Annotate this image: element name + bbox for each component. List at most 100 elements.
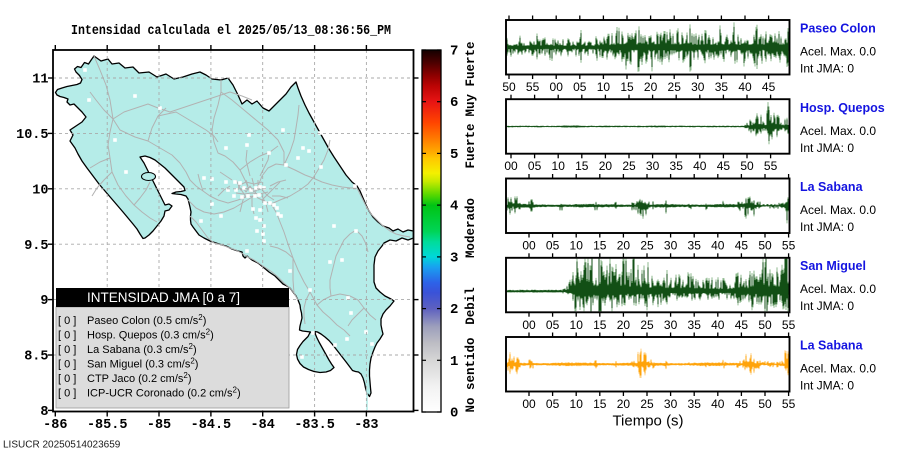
svg-text:9.5: 9.5 (24, 239, 48, 254)
svg-text:Int JMA: 0: Int JMA: 0 (800, 299, 854, 313)
svg-text:55: 55 (782, 239, 796, 253)
svg-text:LISUCR 20250514023659: LISUCR 20250514023659 (3, 440, 121, 451)
svg-text:15: 15 (593, 239, 607, 253)
svg-text:50: 50 (758, 397, 772, 411)
svg-text:15: 15 (593, 318, 607, 332)
svg-text:1: 1 (450, 354, 458, 370)
svg-text:40: 40 (711, 397, 725, 411)
svg-text:Fuerte: Fuerte (464, 123, 478, 168)
svg-text:55: 55 (764, 159, 778, 173)
svg-text:35: 35 (688, 397, 702, 411)
svg-text:00: 00 (522, 397, 536, 411)
svg-text:45: 45 (717, 159, 731, 173)
svg-text:45: 45 (735, 397, 749, 411)
svg-text:25: 25 (622, 159, 636, 173)
svg-text:05: 05 (546, 318, 560, 332)
svg-text:25: 25 (640, 239, 654, 253)
svg-text:45: 45 (762, 80, 776, 94)
svg-text:Int JMA: 0: Int JMA: 0 (800, 379, 854, 393)
svg-text:30: 30 (691, 80, 705, 94)
svg-text:8: 8 (40, 405, 48, 420)
svg-text:30: 30 (664, 318, 678, 332)
svg-text:6: 6 (450, 95, 458, 111)
svg-text:0: 0 (450, 406, 458, 422)
svg-text:Int JMA: 0: Int JMA: 0 (800, 62, 854, 76)
svg-text:-84: -84 (251, 418, 275, 433)
svg-text:35: 35 (688, 239, 702, 253)
svg-text:2: 2 (450, 302, 458, 318)
svg-text:15: 15 (593, 397, 607, 411)
svg-text:10: 10 (597, 80, 611, 94)
svg-text:San Miguel (0.3 cm/s2): San Miguel (0.3 cm/s2) (87, 357, 198, 371)
svg-text:40: 40 (738, 80, 752, 94)
svg-text:-83.5: -83.5 (294, 418, 335, 433)
svg-text:7: 7 (450, 44, 458, 60)
svg-text:[ 0 ]: [ 0 ] (58, 388, 76, 400)
svg-text:45: 45 (735, 239, 749, 253)
svg-text:25: 25 (668, 80, 682, 94)
svg-text:20: 20 (644, 80, 658, 94)
svg-text:Debil: Debil (464, 287, 478, 325)
svg-text:50: 50 (758, 239, 772, 253)
svg-text:Acel. Max. 0.0: Acel. Max. 0.0 (800, 203, 876, 217)
svg-text:La Sabana: La Sabana (800, 339, 864, 353)
svg-text:05: 05 (546, 397, 560, 411)
svg-text:05: 05 (573, 80, 587, 94)
svg-text:Hosp. Quepos: Hosp. Quepos (800, 101, 885, 115)
svg-text:Intensidad calculada el 2025/0: Intensidad calculada el 2025/05/13_08:36… (71, 23, 391, 39)
svg-text:10: 10 (570, 397, 584, 411)
svg-text:Int JMA: 0: Int JMA: 0 (800, 141, 854, 155)
svg-text:45: 45 (735, 318, 749, 332)
svg-text:00: 00 (522, 318, 536, 332)
svg-text:Paseo Colon (0.5 cm/s2): Paseo Colon (0.5 cm/s2) (87, 313, 206, 327)
svg-text:-86: -86 (43, 418, 67, 433)
svg-text:35: 35 (715, 80, 729, 94)
svg-text:[ 0 ]: [ 0 ] (58, 344, 76, 356)
svg-text:20: 20 (617, 239, 631, 253)
svg-text:35: 35 (688, 318, 702, 332)
svg-text:3: 3 (450, 250, 458, 266)
svg-text:[ 0 ]: [ 0 ] (58, 373, 76, 385)
svg-text:5: 5 (450, 147, 458, 163)
svg-text:40: 40 (711, 239, 725, 253)
svg-text:10: 10 (32, 183, 48, 198)
svg-text:55: 55 (782, 397, 796, 411)
svg-text:Hosp. Quepos (0.3 cm/s2): Hosp. Quepos (0.3 cm/s2) (87, 328, 214, 342)
svg-text:INTENSIDAD JMA [0 a 7]: INTENSIDAD JMA [0 a 7] (87, 290, 240, 305)
svg-text:40: 40 (693, 159, 707, 173)
svg-text:50: 50 (740, 159, 754, 173)
svg-text:25: 25 (640, 318, 654, 332)
svg-text:Int JMA: 0: Int JMA: 0 (800, 220, 854, 234)
svg-text:4: 4 (450, 199, 458, 215)
svg-text:20: 20 (617, 397, 631, 411)
svg-text:55: 55 (782, 318, 796, 332)
svg-text:15: 15 (575, 159, 589, 173)
svg-text:20: 20 (599, 159, 613, 173)
svg-text:50: 50 (758, 318, 772, 332)
svg-text:-85: -85 (147, 418, 171, 433)
svg-text:Paseo Colon: Paseo Colon (800, 22, 876, 36)
svg-text:8.5: 8.5 (24, 350, 48, 365)
svg-text:10: 10 (552, 159, 566, 173)
svg-text:[ 0 ]: [ 0 ] (58, 330, 76, 342)
svg-text:00: 00 (522, 239, 536, 253)
svg-text:No sentido: No sentido (464, 337, 478, 412)
svg-text:-83: -83 (354, 418, 378, 433)
svg-text:35: 35 (670, 159, 684, 173)
svg-text:Acel. Max. 0.0: Acel. Max. 0.0 (800, 362, 876, 376)
svg-text:05: 05 (546, 239, 560, 253)
svg-text:La Sabana (0.3 cm/s2): La Sabana (0.3 cm/s2) (87, 342, 197, 356)
svg-text:-84.5: -84.5 (191, 418, 232, 433)
svg-text:30: 30 (646, 159, 660, 173)
svg-text:10: 10 (570, 318, 584, 332)
svg-text:05: 05 (528, 159, 542, 173)
svg-text:Moderado: Moderado (464, 198, 478, 258)
svg-text:10: 10 (570, 239, 584, 253)
svg-text:30: 30 (664, 397, 678, 411)
svg-text:10.5: 10.5 (16, 128, 48, 143)
svg-text:-85.5: -85.5 (87, 418, 128, 433)
svg-text:00: 00 (504, 159, 518, 173)
svg-text:20: 20 (617, 318, 631, 332)
svg-text:ICP-UCR Coronado (0.2 cm/s2): ICP-UCR Coronado (0.2 cm/s2) (87, 386, 241, 400)
svg-text:00: 00 (550, 80, 564, 94)
